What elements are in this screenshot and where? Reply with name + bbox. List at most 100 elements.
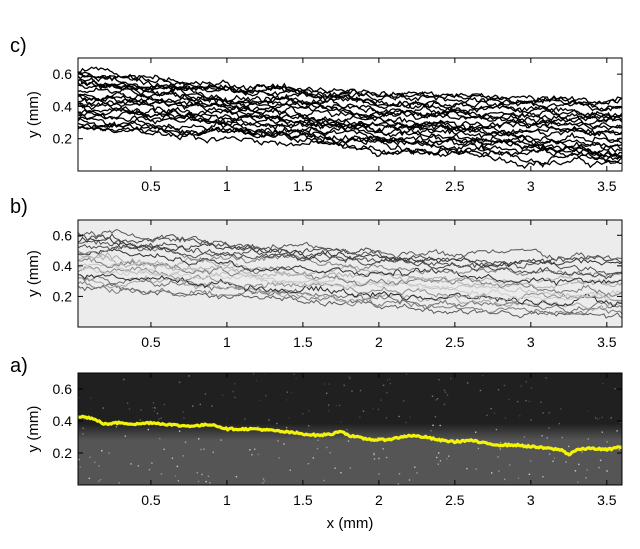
interface-trace xyxy=(78,117,622,159)
speckle xyxy=(359,416,361,418)
speckle xyxy=(177,480,180,482)
speckle xyxy=(409,416,411,418)
speckle xyxy=(437,463,439,465)
speckle xyxy=(528,473,531,475)
speckle xyxy=(431,395,434,397)
interface-trace xyxy=(78,91,622,131)
speckle xyxy=(601,416,603,419)
speckle xyxy=(416,472,418,474)
speckle xyxy=(435,399,437,401)
speckle xyxy=(234,383,236,385)
x-tick-label: 2 xyxy=(375,178,383,194)
interface-trace xyxy=(78,101,622,145)
speckle xyxy=(171,457,174,459)
speckle xyxy=(548,453,551,455)
speckle xyxy=(152,402,155,404)
speckle xyxy=(196,471,198,474)
speckle xyxy=(108,452,110,454)
speckle xyxy=(481,374,484,377)
speckle xyxy=(491,472,493,474)
speckle xyxy=(439,424,441,427)
x-axis-label: x (mm) xyxy=(327,515,374,532)
speckle xyxy=(153,410,156,412)
speckle xyxy=(312,457,314,459)
speckle xyxy=(102,407,104,409)
speckle xyxy=(178,381,181,383)
speckle xyxy=(373,452,375,455)
speckle xyxy=(610,417,612,419)
image-background xyxy=(78,373,622,485)
speckle xyxy=(262,478,265,480)
speckle xyxy=(497,389,500,391)
plot-area xyxy=(78,220,622,327)
axes-frame xyxy=(77,57,623,172)
x-tick-label: 3 xyxy=(527,178,535,194)
speckle xyxy=(378,457,380,460)
interface-trace xyxy=(78,242,622,280)
x-tick-label: 2.5 xyxy=(445,334,465,350)
interface-trace xyxy=(78,100,622,144)
speckle xyxy=(486,414,488,417)
speckle xyxy=(560,408,562,410)
speckle xyxy=(148,469,151,471)
speckle xyxy=(278,457,280,459)
speckle xyxy=(147,428,149,431)
speckle xyxy=(359,389,362,392)
y-tick-label: 0.4 xyxy=(53,258,73,274)
speckle xyxy=(268,419,270,421)
x-tick-label: 2.5 xyxy=(445,178,465,194)
interface-trace xyxy=(78,72,622,107)
speckle xyxy=(211,405,213,407)
speckle xyxy=(439,460,442,462)
speckle xyxy=(504,478,506,481)
speckle xyxy=(82,427,84,429)
interface-trace xyxy=(78,236,622,268)
speckle xyxy=(89,456,91,458)
speckle xyxy=(525,399,527,402)
speckle xyxy=(552,460,554,462)
speckle xyxy=(602,382,604,385)
speckle xyxy=(79,466,81,468)
speckle xyxy=(154,407,156,409)
y-axis-label: y (mm) xyxy=(25,406,42,453)
speckle xyxy=(88,477,90,480)
x-tick-label: 3 xyxy=(527,334,535,350)
speckle xyxy=(606,470,608,472)
y-tick-label: 0.4 xyxy=(53,98,73,114)
speckle xyxy=(372,407,374,409)
interface-trace xyxy=(78,122,622,162)
speckle xyxy=(293,373,295,375)
speckle xyxy=(137,465,140,467)
speckle xyxy=(156,412,159,415)
speckle xyxy=(286,399,288,401)
x-tick-label: 0.5 xyxy=(141,334,161,350)
speckle xyxy=(467,382,469,384)
speckle xyxy=(90,397,92,399)
speckle xyxy=(377,408,380,411)
x-tick-label: 1.5 xyxy=(293,334,313,350)
speckle xyxy=(83,418,85,420)
speckle xyxy=(558,422,561,425)
speckle xyxy=(232,390,234,393)
speckle xyxy=(403,400,405,402)
speckle xyxy=(586,410,589,412)
speckle xyxy=(338,404,341,407)
speckle xyxy=(389,382,392,385)
speckle xyxy=(438,452,440,454)
x-tick-label: 2.5 xyxy=(445,492,465,508)
speckle xyxy=(528,400,530,403)
speckle xyxy=(277,440,279,442)
speckle xyxy=(443,403,446,406)
speckle xyxy=(308,410,310,412)
speckle xyxy=(530,387,533,389)
speckle xyxy=(326,392,328,394)
speckle xyxy=(199,403,201,406)
speckle xyxy=(302,413,304,415)
speckle xyxy=(599,459,602,462)
speckle xyxy=(493,412,496,414)
speckle xyxy=(78,458,80,461)
speckle xyxy=(220,439,222,441)
speckle xyxy=(286,391,288,393)
speckle xyxy=(126,402,129,404)
speckle xyxy=(598,417,601,420)
